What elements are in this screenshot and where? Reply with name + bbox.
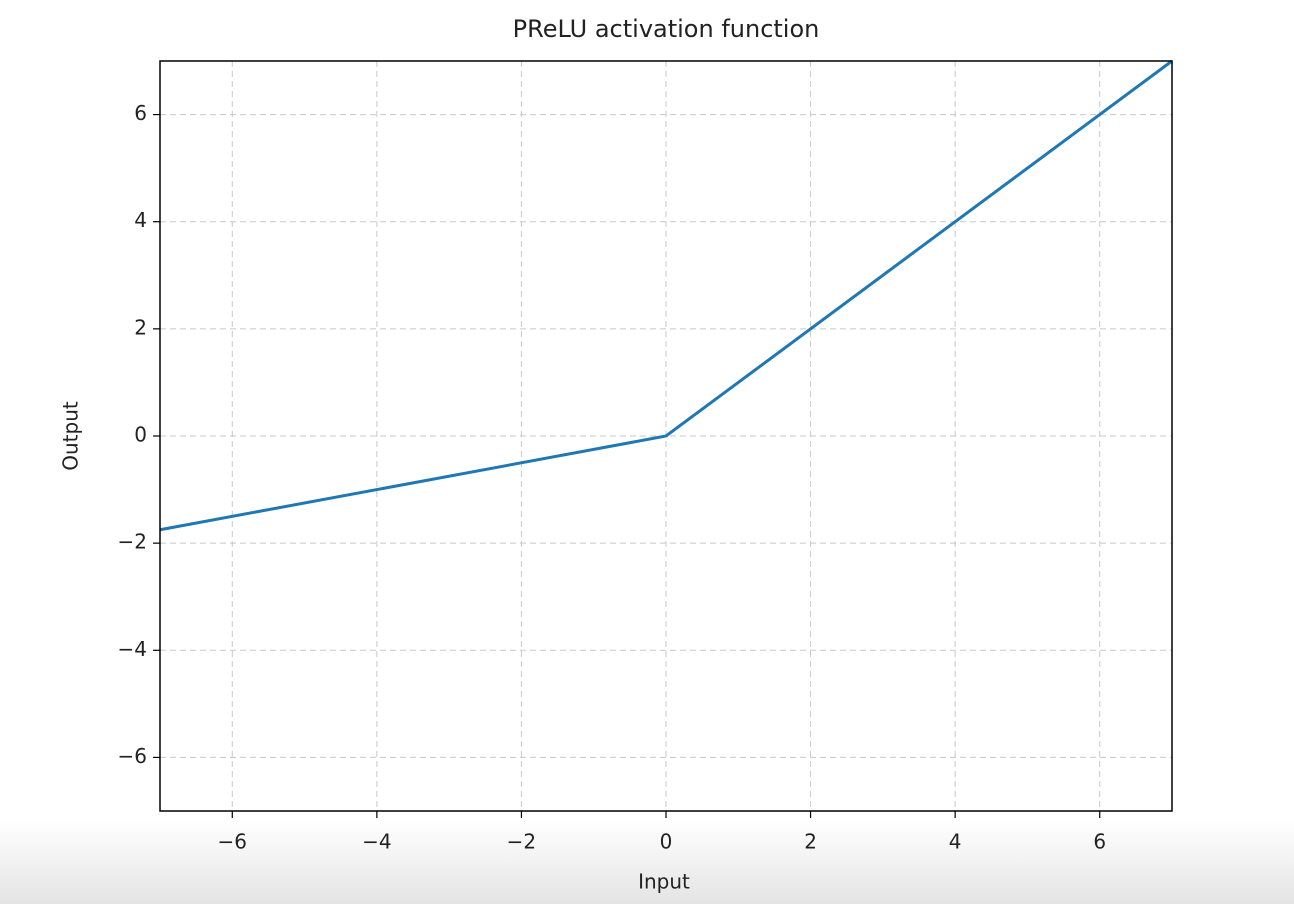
y-tick-label: −2 bbox=[118, 530, 147, 554]
data-line bbox=[159, 59, 1173, 532]
x-tick-label: 6 bbox=[1093, 830, 1106, 854]
plot-frame bbox=[159, 60, 1173, 812]
y-tick-label: −4 bbox=[118, 637, 147, 661]
x-tick-label: 4 bbox=[949, 830, 962, 854]
x-axis-label: Input bbox=[638, 870, 690, 894]
x-tick-label: −2 bbox=[507, 830, 536, 854]
y-tick-label: 0 bbox=[134, 423, 147, 447]
y-axis-label: Output bbox=[59, 401, 83, 471]
x-tick-label: 2 bbox=[804, 830, 817, 854]
y-tick-label: 2 bbox=[134, 315, 147, 339]
chart-title: PReLU activation function bbox=[513, 15, 820, 43]
x-tick-label: −4 bbox=[362, 830, 391, 854]
x-tick-label: −6 bbox=[218, 830, 247, 854]
y-tick-label: −6 bbox=[118, 744, 147, 768]
x-tick-label: 0 bbox=[660, 830, 673, 854]
y-tick-label: 6 bbox=[134, 101, 147, 125]
bottom-fade bbox=[0, 820, 1294, 904]
y-tick-label: 4 bbox=[134, 208, 147, 232]
